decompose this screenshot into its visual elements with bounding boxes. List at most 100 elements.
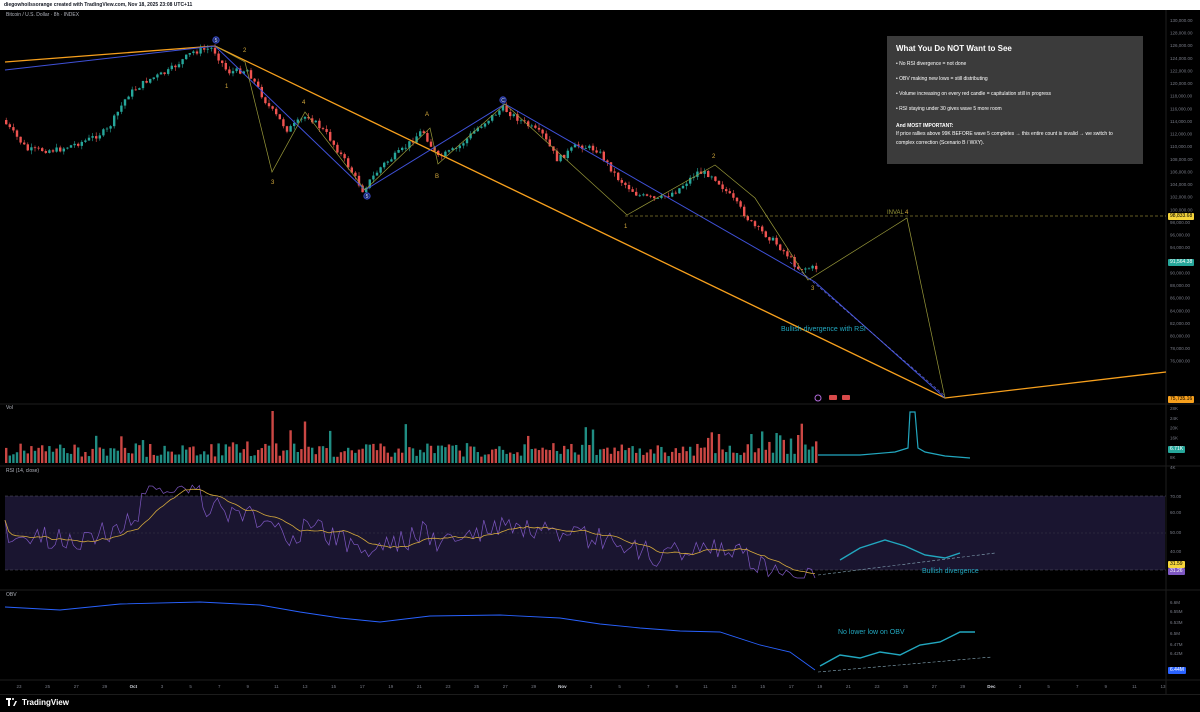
candle-body [221, 60, 224, 64]
volume-bar [181, 445, 184, 463]
candle-body [541, 129, 544, 134]
volume-bar [437, 445, 440, 463]
volume-bar [642, 454, 645, 463]
candle-body [235, 68, 238, 72]
time-tick-label: 13 [302, 684, 308, 689]
invalidation-price-tag: 98,833.68 [1168, 213, 1195, 220]
volume-bar [55, 448, 58, 463]
candle-body [807, 268, 811, 270]
candle-body [102, 129, 105, 136]
rsi-ma-value-tag: 31.59 [1168, 561, 1185, 568]
candle-body [339, 152, 343, 155]
chart-canvas[interactable]: 130,000.00 128,000.00 126,000.00 124,000.00… [0, 10, 1200, 694]
price-tick-label: 88,000.00 [1170, 283, 1191, 288]
volume-bar [458, 450, 461, 463]
obv-pane-label[interactable]: OBV [6, 592, 17, 598]
volume-bar [339, 452, 343, 463]
candle-body [811, 265, 814, 269]
candle-body [131, 89, 134, 97]
candle-body [656, 197, 659, 199]
candle-body [185, 54, 188, 60]
volume-bar [609, 453, 613, 463]
volume-bar [534, 448, 537, 463]
price-tick-label: 122,000.00 [1170, 68, 1193, 73]
candle-body [206, 48, 209, 50]
volume-bar [753, 452, 757, 463]
olive-wave-line [214, 45, 946, 399]
volume-bar [613, 447, 616, 463]
volume-bar [768, 441, 771, 463]
candle-body [408, 141, 411, 148]
symbol-label[interactable]: Bitcoin / U.S. Dollar · 8h · INDEX [6, 12, 80, 18]
volume-bar [149, 443, 152, 463]
volume-bar [797, 434, 800, 463]
volume-bar [69, 453, 73, 463]
candle-body [282, 119, 285, 127]
volume-bar [476, 452, 479, 463]
volume-bar [447, 444, 451, 463]
price-tick-label: 112,000.00 [1170, 132, 1193, 137]
candle-body [383, 162, 386, 168]
rsi-pane-label[interactable]: RSI (14, close) [6, 468, 40, 474]
price-tick-label: 108,000.00 [1170, 157, 1193, 162]
candle-body [152, 77, 155, 79]
candle-body [8, 124, 11, 128]
time-tick-label: 15 [760, 684, 766, 689]
candle-body [203, 48, 206, 50]
candle-body [501, 105, 505, 111]
time-tick-label: Oct [130, 684, 138, 689]
candle-body [800, 269, 803, 270]
volume-bar [19, 443, 22, 463]
volume-bar [354, 452, 357, 463]
info-note-box[interactable]: What You Do NOT Want to See • No RSI div… [887, 36, 1143, 164]
candle-body [606, 160, 609, 163]
volume-bar [523, 444, 526, 463]
info-important-label: And MOST IMPORTANT: [896, 123, 954, 129]
candle-body [325, 129, 328, 132]
candle-body [667, 196, 670, 198]
volume-bar [710, 432, 713, 463]
volume-bar [84, 452, 87, 463]
candle-body [505, 105, 508, 113]
volume-bar [782, 439, 785, 463]
candle-body [267, 103, 271, 107]
volume-bar [804, 444, 807, 463]
volume-bar [293, 443, 296, 463]
candle-body [584, 148, 587, 149]
time-tick-label: 29 [960, 684, 966, 689]
candle-body [595, 150, 598, 153]
candle-body [386, 161, 389, 163]
volume-bar [602, 448, 605, 463]
chart-area[interactable]: 130,000.00 128,000.00 126,000.00 124,000.00… [0, 10, 1200, 694]
candle-body [804, 268, 807, 270]
volume-bar [707, 437, 710, 463]
time-tick-label: 29 [102, 684, 108, 689]
wave-label: 3 [811, 286, 815, 292]
candle-body [581, 145, 584, 149]
tradingview-logo[interactable]: TradingView [6, 698, 69, 707]
candle-body [239, 68, 242, 74]
candle-body [717, 180, 721, 185]
volume-bar [663, 452, 667, 463]
volume-bar [41, 445, 44, 463]
candle-body [275, 108, 278, 115]
volume-pane-label[interactable]: Vol [6, 405, 13, 411]
volume-bar [793, 453, 796, 463]
volume-bar [307, 446, 310, 463]
tradingview-logo-icon [6, 698, 18, 707]
rsi-projection-line [839, 539, 961, 561]
volume-bar [620, 444, 623, 463]
volume-bar [372, 443, 375, 463]
obv-annotation: No lower low on OBV [838, 629, 905, 636]
volume-bar [501, 449, 505, 463]
price-tick-label: 126,000.00 [1170, 43, 1193, 48]
volume-bar [599, 449, 602, 463]
price-tick-label: 78,000.00 [1170, 346, 1191, 351]
candle-body [357, 175, 361, 186]
rsi-divergence-annotation: Bullish divergence [922, 568, 979, 575]
info-line: • OBV making new lows = still distributi… [896, 76, 988, 82]
volume-bar [296, 451, 299, 463]
candle-body [271, 106, 274, 109]
volume-bar [257, 449, 260, 463]
volume-value-tag: 6.71K [1168, 446, 1186, 453]
